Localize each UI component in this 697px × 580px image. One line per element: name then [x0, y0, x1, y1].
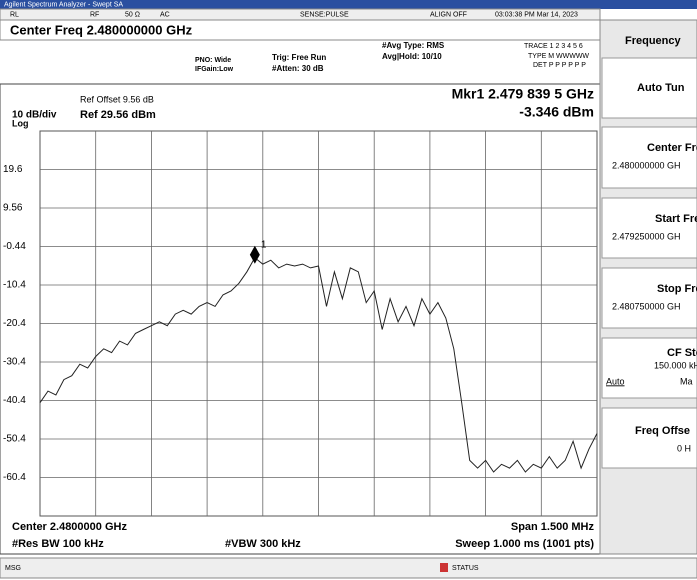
trace: [39, 256, 598, 473]
plot-frame: [0, 83, 601, 555]
marker-number: 1: [261, 239, 267, 250]
log: Log: [12, 118, 29, 128]
align: ALIGN OFF: [430, 11, 467, 18]
title-bar: [0, 0, 697, 9]
rbw-label: #Res BW 100 kHz: [12, 538, 104, 550]
span-label: Span 1.500 MHz: [511, 521, 595, 533]
graticule: 19.6 9.56 -0.44 -10.4 -20.4 -30.4 -40.4 -50.4 -6…: [3, 130, 598, 517]
datetime: 03:03:38 PM Mar 14, 2023: [495, 11, 578, 18]
sweep-label: Sweep 1.000 ms (1001 pts): [455, 538, 594, 550]
trace-row: TRACE 1 2 3 4 5 6: [524, 43, 583, 50]
y-tick-label: 9.56: [3, 203, 23, 214]
y-tick-label: -50.4: [3, 434, 26, 445]
marker-freq: Mkr1 2.479 839 5 GHz: [452, 86, 594, 102]
button-label: Center Fre: [647, 142, 697, 154]
sense: SENSE:PULSE: [300, 11, 349, 18]
stop-freq-button[interactable]: [601, 267, 697, 329]
status: STATUS: [452, 565, 479, 572]
button-label: Auto Tun: [637, 82, 685, 94]
det-row: DET P P P P P P: [533, 62, 586, 69]
atten: #Atten: 30 dB: [272, 64, 324, 73]
trig: Trig: Free Run: [272, 53, 326, 62]
ifgain: IFGain:Low: [195, 66, 234, 73]
ref-level: Ref 29.56 dBm: [80, 109, 156, 121]
marker: [249, 245, 260, 264]
impedance: 50 Ω: [125, 11, 140, 18]
y-tick-label: -60.4: [3, 472, 26, 483]
cf-step-button[interactable]: [601, 337, 697, 399]
y-tick-label: -10.4: [3, 280, 26, 291]
y-tick-label: 19.6: [3, 164, 23, 175]
center-freq: Center Freq 2.480000000 GHz: [10, 22, 193, 37]
status-bar: [0, 557, 697, 579]
ref-offset: Ref Offset 9.56 dB: [80, 94, 154, 104]
y-tick-label: -40.4: [3, 395, 26, 406]
avg-hold: Avg|Hold: 10/10: [382, 52, 442, 61]
pno: PNO: Wide: [195, 57, 231, 64]
avg-type: #Avg Type: RMS: [382, 41, 445, 50]
button-label: Freq Offse: [635, 425, 690, 437]
rf: RF: [90, 11, 99, 18]
auto-tune-button[interactable]: [601, 57, 697, 119]
window-title: Agilent Spectrum Analyzer - Swept SA: [4, 1, 123, 8]
man-option[interactable]: Ma: [680, 376, 693, 386]
freq-offset-button[interactable]: [601, 407, 697, 469]
button-value: 2.480000000 GH: [612, 160, 681, 170]
rl: RL: [10, 11, 19, 18]
center-label: Center 2.4800000 GHz: [12, 521, 127, 533]
y-tick-label: -0.44: [3, 241, 26, 252]
menu-title: Frequency: [625, 35, 682, 47]
scale: 10 dB/div: [12, 110, 57, 121]
button-value: 150.000 kH: [654, 360, 697, 370]
button-label: Stop Fre: [657, 283, 697, 295]
button-value: 2.479250000 GH: [612, 231, 681, 241]
vbw-label: #VBW 300 kHz: [225, 538, 301, 550]
start-freq-button[interactable]: [601, 197, 697, 259]
button-value: 2.480750000 GH: [612, 301, 681, 311]
type-row: TYPE M WWWWW: [528, 53, 589, 60]
button-label: Start Fre: [655, 213, 697, 225]
y-tick-label: -30.4: [3, 357, 26, 368]
y-tick-label: -20.4: [3, 318, 26, 329]
coupling: AC: [160, 11, 170, 18]
auto-option[interactable]: Auto: [606, 376, 625, 386]
msg: MSG: [5, 565, 21, 572]
menu-buttons: Auto Tun Center Fre 2.480000000 GH Start…: [601, 57, 697, 469]
button-value: 0 H: [677, 443, 691, 453]
status-icon: [440, 563, 448, 572]
button-label: CF Ste: [667, 347, 697, 359]
center-freq-button[interactable]: [601, 126, 697, 189]
marker-level: -3.346 dBm: [519, 104, 594, 120]
